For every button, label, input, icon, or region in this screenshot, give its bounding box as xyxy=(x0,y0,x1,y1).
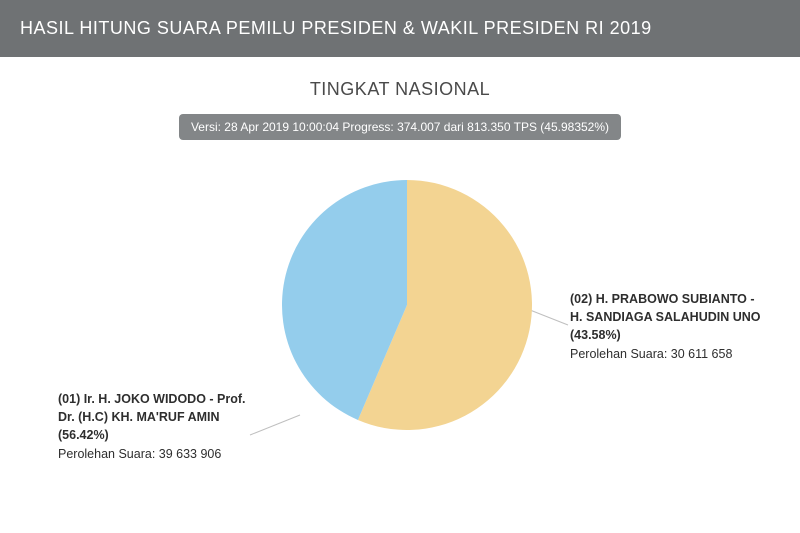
chart-area: (01) Ir. H. JOKO WIDODO - Prof. Dr. (H.C… xyxy=(0,140,800,520)
label-candidate-02: (02) H. PRABOWO SUBIANTO - H. SANDIAGA S… xyxy=(570,290,770,364)
candidate-01-votes: Perolehan Suara: 39 633 906 xyxy=(58,445,258,463)
pie-chart xyxy=(282,180,532,430)
label-candidate-01: (01) Ir. H. JOKO WIDODO - Prof. Dr. (H.C… xyxy=(58,390,258,464)
candidate-01-name: (01) Ir. H. JOKO WIDODO - Prof. Dr. (H.C… xyxy=(58,390,258,444)
page-header: HASIL HITUNG SUARA PEMILU PRESIDEN & WAK… xyxy=(0,0,800,57)
pie-svg xyxy=(282,180,532,430)
leader-line-right xyxy=(530,310,568,325)
candidate-02-votes: Perolehan Suara: 30 611 658 xyxy=(570,345,770,363)
subtitle: TINGKAT NASIONAL xyxy=(0,79,800,100)
candidate-02-name: (02) H. PRABOWO SUBIANTO - H. SANDIAGA S… xyxy=(570,290,770,344)
version-badge: Versi: 28 Apr 2019 10:00:04 Progress: 37… xyxy=(179,114,621,140)
page-title: HASIL HITUNG SUARA PEMILU PRESIDEN & WAK… xyxy=(20,18,652,38)
